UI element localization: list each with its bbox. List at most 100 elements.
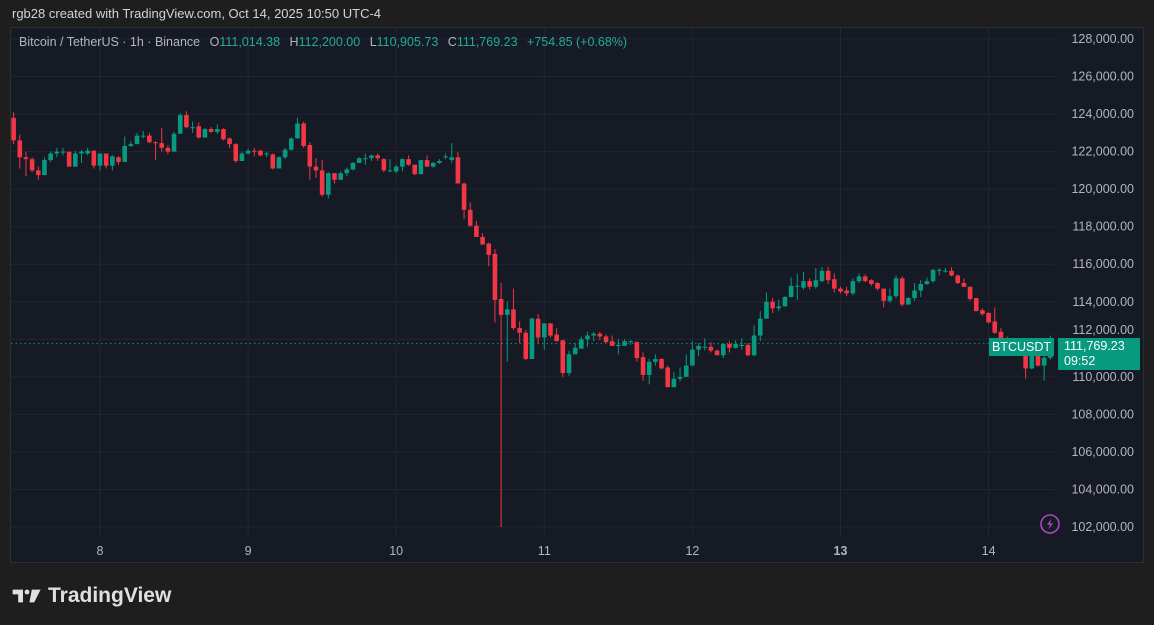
candle	[511, 288, 516, 330]
candle-body	[400, 159, 405, 167]
candle	[659, 358, 664, 370]
candle-body	[671, 378, 677, 388]
candle	[177, 113, 183, 134]
candle	[406, 155, 411, 166]
candle-body	[233, 144, 239, 161]
candle-body	[548, 323, 553, 336]
candle-body	[1023, 354, 1028, 369]
candle	[801, 271, 806, 290]
candle	[165, 145, 171, 155]
candle	[696, 343, 701, 357]
candle	[344, 167, 350, 177]
candle	[739, 338, 745, 350]
candle-body	[955, 275, 961, 283]
candle-body	[807, 281, 812, 287]
time-tick-label: 13	[834, 544, 848, 558]
candle-body	[973, 298, 979, 312]
price-tick-label: 118,000.00	[1072, 220, 1134, 234]
candle-body	[702, 346, 708, 348]
price-tick-label: 102,000.00	[1071, 520, 1134, 534]
candle	[887, 288, 893, 303]
candle-body	[585, 335, 590, 340]
candle-body	[369, 155, 374, 159]
candle-body	[819, 270, 825, 282]
candle	[295, 117, 300, 139]
candle-body	[844, 290, 849, 294]
price-tick-label: 110,000.00	[1072, 370, 1134, 384]
candle	[770, 298, 775, 314]
candle	[301, 121, 306, 148]
candle	[455, 151, 461, 184]
candle	[819, 267, 825, 283]
candle	[757, 311, 763, 342]
lightning-icon[interactable]	[1040, 514, 1060, 534]
candle	[733, 340, 738, 349]
candle	[609, 335, 615, 346]
candle-body	[554, 334, 559, 342]
candle	[585, 331, 590, 347]
candle-body	[461, 183, 467, 210]
candle-body	[134, 135, 140, 145]
grid-lines	[11, 28, 1055, 537]
candle	[893, 275, 899, 299]
candle	[35, 166, 41, 180]
candle-body	[579, 339, 584, 349]
candle	[42, 157, 47, 176]
candle-body	[23, 157, 29, 160]
candle-body	[628, 341, 633, 343]
price-tick-label: 112,000.00	[1072, 323, 1134, 337]
candle	[795, 273, 800, 300]
candle-body	[634, 342, 640, 359]
chart-panel[interactable]	[10, 27, 1144, 563]
candle-body	[295, 123, 300, 139]
candle-body	[332, 173, 337, 180]
candle-body	[838, 288, 843, 292]
candle	[548, 323, 553, 338]
candle-body	[930, 269, 936, 282]
candle	[418, 160, 424, 175]
candle-body	[387, 170, 393, 172]
candle-body	[603, 336, 609, 343]
candle	[579, 336, 584, 349]
candle-body	[980, 310, 985, 314]
candle-body	[54, 151, 60, 154]
candle-body	[751, 335, 757, 356]
candle	[486, 242, 492, 267]
price-tick-label: 106,000.00	[1071, 445, 1134, 459]
candle	[943, 267, 948, 273]
candle	[720, 343, 726, 359]
time-tick-label: 11	[538, 544, 551, 558]
candle-body	[486, 243, 492, 255]
candle-body	[511, 309, 516, 329]
candle-body	[159, 143, 165, 148]
candle	[708, 342, 714, 353]
candle-body	[967, 286, 973, 299]
candle-body	[66, 151, 72, 167]
candle	[461, 182, 467, 220]
bar-countdown: 09:52	[1064, 354, 1096, 368]
candle-body	[665, 367, 671, 388]
high-value: 112,200.00	[298, 35, 361, 49]
candle	[400, 158, 405, 172]
candle	[930, 268, 936, 283]
candle-body	[356, 158, 362, 163]
candle-body	[739, 344, 745, 346]
tradingview-logo[interactable]: TradingView	[12, 584, 171, 608]
candle-body	[301, 123, 306, 146]
candle-body	[17, 140, 23, 158]
time-tick-label: 10	[389, 544, 403, 558]
symbol-tag: BTCUSDT	[988, 338, 1054, 356]
symbol-title[interactable]: Bitcoin / TetherUS · 1h · Binance	[19, 35, 201, 49]
candle	[813, 267, 819, 289]
candle-body	[91, 150, 97, 166]
candle-body	[424, 160, 430, 167]
candle-body	[443, 156, 448, 158]
candle-body	[924, 281, 930, 284]
candle-body	[196, 126, 202, 138]
candle	[702, 338, 708, 351]
candle	[196, 122, 202, 139]
candle-body	[788, 285, 794, 298]
candle-body	[239, 153, 245, 161]
candle-body	[770, 301, 775, 309]
